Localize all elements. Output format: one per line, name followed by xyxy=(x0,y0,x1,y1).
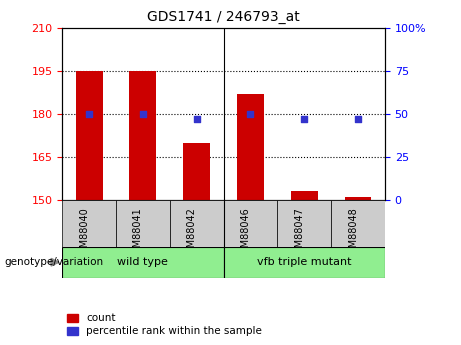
Text: GSM88047: GSM88047 xyxy=(294,207,304,260)
Text: vfb triple mutant: vfb triple mutant xyxy=(257,257,351,267)
Title: GDS1741 / 246793_at: GDS1741 / 246793_at xyxy=(147,10,300,24)
Bar xyxy=(76,71,102,200)
Bar xyxy=(224,247,385,278)
Bar xyxy=(237,94,264,200)
Bar xyxy=(331,200,385,247)
Point xyxy=(85,111,93,117)
Bar xyxy=(183,142,210,200)
Text: genotype/variation: genotype/variation xyxy=(5,257,104,267)
Text: GSM88048: GSM88048 xyxy=(348,207,358,260)
Bar xyxy=(291,191,318,200)
Point xyxy=(139,111,147,117)
Text: GSM88042: GSM88042 xyxy=(187,207,197,260)
Bar xyxy=(344,197,372,200)
Text: GSM88041: GSM88041 xyxy=(133,207,143,260)
Text: wild type: wild type xyxy=(118,257,168,267)
Bar xyxy=(278,200,331,247)
Legend: count, percentile rank within the sample: count, percentile rank within the sample xyxy=(67,313,262,336)
Bar xyxy=(62,247,224,278)
Bar xyxy=(130,71,156,200)
Point xyxy=(247,111,254,117)
Text: GSM88046: GSM88046 xyxy=(241,207,250,260)
Bar xyxy=(170,200,224,247)
Bar xyxy=(62,200,116,247)
Point xyxy=(193,116,201,122)
Point xyxy=(355,116,362,122)
Bar xyxy=(116,200,170,247)
Bar xyxy=(224,200,278,247)
Text: GSM88040: GSM88040 xyxy=(79,207,89,260)
Point xyxy=(301,116,308,122)
